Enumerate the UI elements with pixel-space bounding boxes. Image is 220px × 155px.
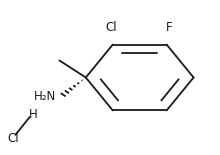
- Text: Cl: Cl: [106, 21, 117, 34]
- Text: H: H: [29, 108, 37, 121]
- Text: Cl: Cl: [8, 132, 19, 145]
- Text: F: F: [165, 21, 172, 34]
- Text: H₂N: H₂N: [34, 90, 56, 103]
